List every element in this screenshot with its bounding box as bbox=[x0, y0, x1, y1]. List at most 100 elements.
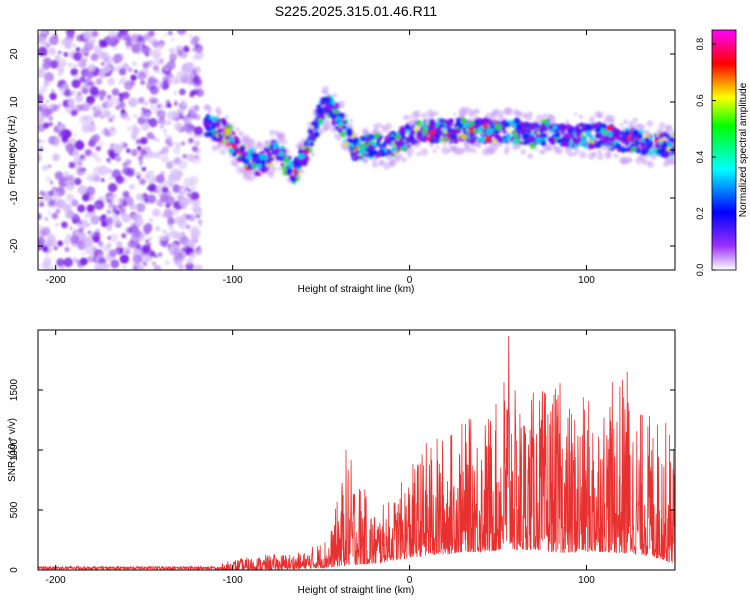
noise-blob bbox=[123, 80, 134, 91]
ridge-halo-blob bbox=[460, 106, 467, 114]
ridge-blob bbox=[346, 137, 352, 143]
noise-blob bbox=[170, 224, 174, 228]
noise-blob bbox=[117, 197, 124, 204]
ridge-blob bbox=[656, 148, 664, 156]
noise-blob bbox=[121, 213, 126, 218]
noise-blob bbox=[49, 92, 57, 101]
noise-blob bbox=[131, 43, 141, 54]
noise-blob bbox=[140, 137, 148, 145]
noise-blob bbox=[71, 79, 81, 89]
noise-blob bbox=[70, 234, 80, 245]
ridge-halo-blob bbox=[628, 121, 635, 128]
noise-blob bbox=[45, 176, 51, 182]
ridge-blob bbox=[670, 151, 675, 156]
ridge-halo-blob bbox=[276, 132, 281, 138]
noise-blob bbox=[130, 149, 139, 157]
y-tick-label: 0 bbox=[9, 567, 20, 573]
spectrogram-x-label: Height of straight line (km) bbox=[298, 284, 415, 295]
ridge-halo-blob bbox=[450, 145, 458, 153]
noise-blob bbox=[44, 57, 51, 64]
noise-blob bbox=[193, 133, 198, 138]
ridge-blob bbox=[547, 124, 554, 131]
ridge-blob bbox=[416, 119, 423, 127]
noise-blob bbox=[84, 149, 92, 157]
ridge-halo-blob bbox=[578, 114, 583, 119]
noise-blob bbox=[78, 227, 84, 234]
ridge-blob bbox=[262, 163, 265, 167]
noise-blob bbox=[98, 257, 107, 266]
ridge-blob bbox=[221, 121, 226, 126]
ridge-blob bbox=[573, 143, 579, 149]
noise-blob bbox=[151, 261, 157, 267]
ridge-blob bbox=[305, 149, 309, 153]
ridge-halo-blob bbox=[499, 143, 503, 147]
noise-blob bbox=[186, 257, 194, 265]
noise-blob bbox=[75, 47, 81, 52]
ridge-halo-blob bbox=[603, 118, 610, 125]
noise-blob bbox=[105, 216, 114, 225]
ridge-blob bbox=[271, 154, 275, 158]
noise-blob bbox=[185, 48, 190, 52]
noise-blob bbox=[106, 209, 111, 214]
ridge-halo-blob bbox=[208, 106, 212, 111]
noise-blob bbox=[182, 153, 188, 159]
ridge-blob bbox=[403, 145, 408, 150]
noise-blob bbox=[154, 267, 160, 270]
noise-blob bbox=[75, 94, 83, 103]
ridge-blob bbox=[232, 136, 240, 144]
ridge-halo-blob bbox=[607, 153, 612, 158]
y-tick-label: 1000 bbox=[9, 438, 20, 461]
noise-blob bbox=[129, 42, 133, 46]
ridge-blob bbox=[625, 148, 629, 153]
noise-blob bbox=[152, 58, 161, 68]
noise-blob bbox=[135, 263, 140, 268]
ridge-blob bbox=[505, 134, 511, 140]
ridge-blob bbox=[255, 164, 260, 169]
noise-blob bbox=[177, 171, 183, 177]
noise-blob bbox=[75, 104, 81, 110]
noise-blob bbox=[168, 47, 175, 54]
noise-blob bbox=[155, 226, 161, 232]
ridge-blob bbox=[504, 122, 511, 128]
noise-blob bbox=[91, 106, 97, 112]
noise-blob bbox=[159, 239, 166, 246]
ridge-blob bbox=[564, 141, 570, 148]
noise-blob bbox=[120, 109, 126, 114]
ridge-halo-blob bbox=[463, 141, 471, 149]
noise-blob bbox=[197, 219, 203, 225]
ridge-blob bbox=[468, 126, 475, 133]
noise-blob bbox=[42, 191, 52, 201]
ridge-blob bbox=[278, 151, 285, 157]
noise-blob bbox=[185, 262, 194, 270]
ridge-halo-blob bbox=[207, 109, 212, 114]
ridge-blob bbox=[665, 133, 671, 139]
ridge-blob bbox=[666, 146, 672, 152]
noise-blob bbox=[82, 116, 88, 121]
ridge-halo-blob bbox=[574, 112, 578, 116]
ridge-blob bbox=[494, 123, 502, 131]
noise-blob bbox=[194, 126, 203, 136]
ridge-blob bbox=[297, 158, 303, 164]
noise-blob bbox=[147, 178, 154, 185]
ridge-halo-blob bbox=[238, 130, 244, 137]
ridge-blob bbox=[540, 128, 545, 133]
noise-blob bbox=[61, 221, 68, 229]
ridge-blob bbox=[485, 128, 493, 136]
noise-blob bbox=[100, 61, 105, 66]
noise-blob bbox=[164, 33, 167, 37]
y-tick-label: 500 bbox=[9, 501, 20, 518]
ridge-halo-blob bbox=[634, 123, 643, 131]
noise-blob bbox=[88, 81, 95, 88]
noise-blob bbox=[161, 146, 169, 154]
ridge-halo-blob bbox=[319, 130, 324, 135]
noise-blob bbox=[99, 215, 106, 222]
ridge-blob bbox=[220, 117, 227, 124]
ridge-blob bbox=[612, 145, 616, 150]
noise-blob bbox=[40, 85, 48, 93]
ridge-blob bbox=[301, 157, 309, 164]
noise-blob bbox=[114, 219, 121, 226]
ridge-blob bbox=[438, 118, 445, 124]
noise-blob bbox=[143, 33, 151, 40]
noise-blob bbox=[148, 218, 153, 223]
